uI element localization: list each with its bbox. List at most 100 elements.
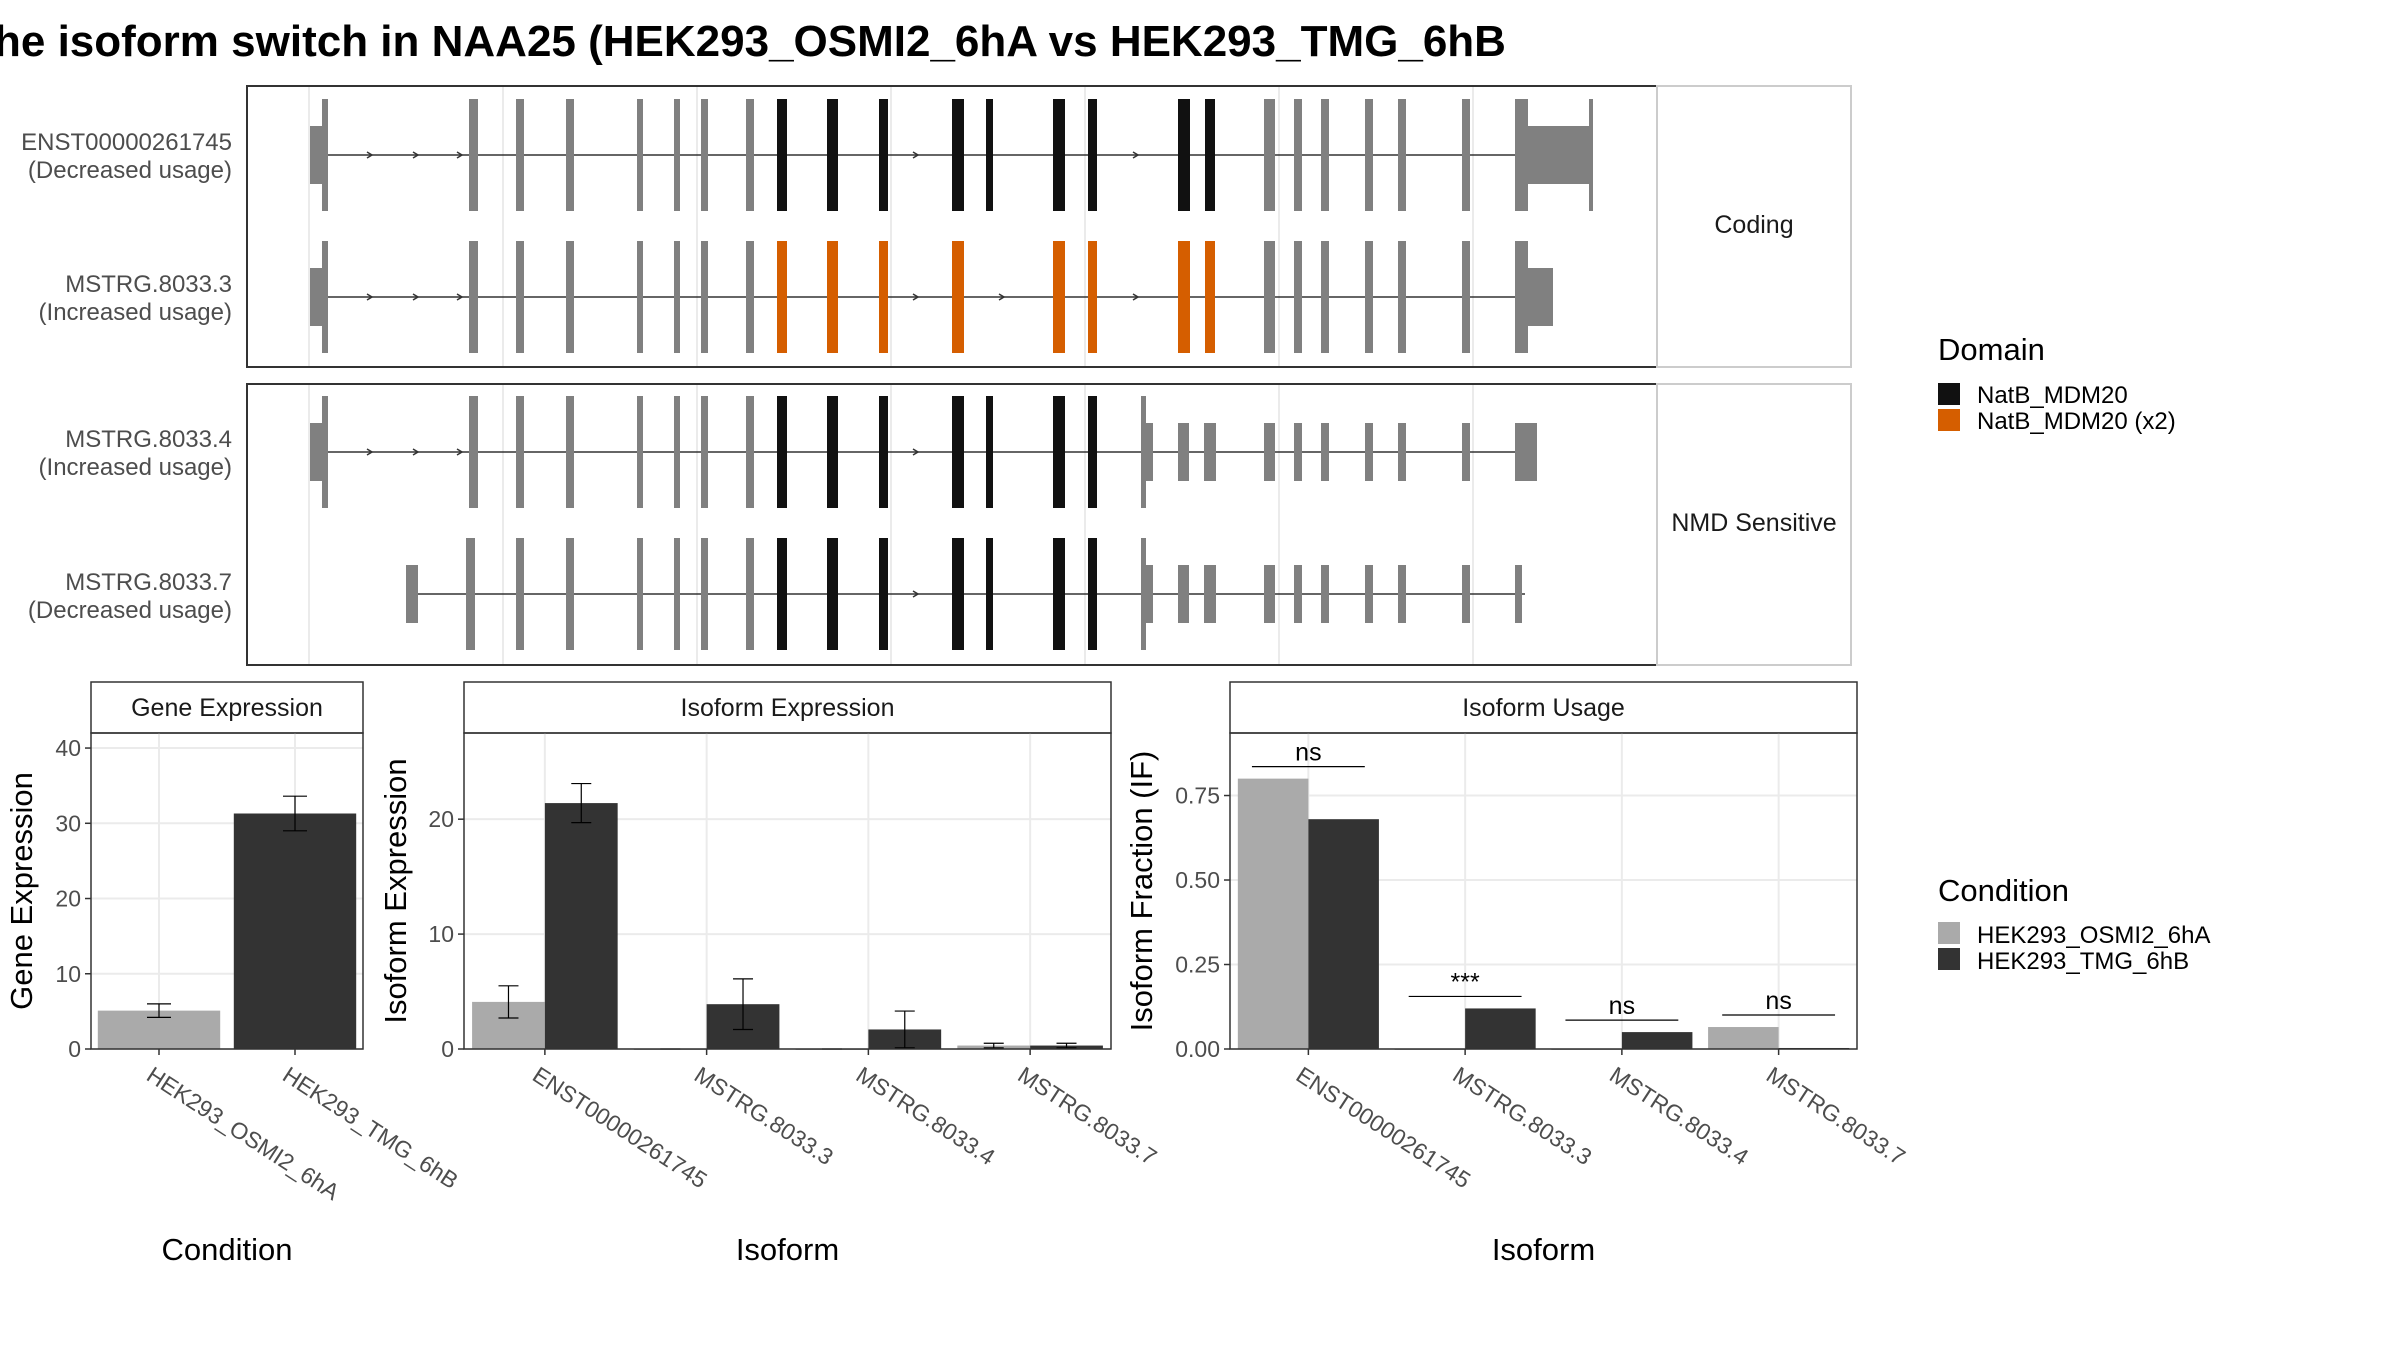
domain-legend-swatch-2 [1938,409,1960,431]
exon-block [674,396,680,508]
exon-block [1365,99,1373,211]
exon-block [1294,99,1302,211]
bar [1237,778,1309,1049]
domain-legend-swatch-1 [1938,383,1960,405]
exon-block [637,99,643,211]
intron-direction-arrow [366,151,374,159]
domain-exon-natb [1205,99,1215,211]
chart-frame [463,732,1112,1050]
utr-block [1294,423,1302,481]
chart-strip-label: Isoform Expression [681,694,895,722]
domain-exon-natb [777,99,787,211]
intron-direction-arrow [1132,151,1140,159]
domain-exon-natb-x2 [1088,241,1097,353]
exon-block [1264,99,1275,211]
exon-block [1462,241,1470,353]
utr-block [310,268,325,326]
condition-legend-swatch-1 [1938,922,1960,944]
domain-exon-natb [1053,538,1065,650]
domain-legend-title: Domain [1938,332,2045,367]
y-tick-label: 0.00 [1175,1036,1220,1062]
exon-block [1264,241,1275,353]
x-axis-label: Condition [162,1232,293,1267]
utr-block [1264,423,1275,481]
error-bar [894,1010,915,1049]
exon-block [1462,99,1470,211]
domain-exon-natb [952,99,964,211]
exon-block [469,396,478,508]
exon-block [1589,99,1593,211]
utr-block [1264,565,1275,623]
chart-strip-label: Gene Expression [131,694,323,722]
bar [1621,1032,1693,1049]
group-label-nmd: NMD Sensitive [1671,509,1836,537]
utr-block [1528,268,1553,326]
intron-direction-arrow [412,293,420,301]
x-axis-label: Isoform [736,1232,839,1267]
condition-legend: Condition HEK293_OSMI2_6hA HEK293_TMG_6h… [1938,873,2210,975]
intron-direction-arrow [912,590,920,598]
utr-block [1462,423,1470,481]
domain-exon-natb [1178,99,1190,211]
exon-block [1321,99,1329,211]
intron-direction-arrow [456,448,464,456]
utr-block [1365,423,1373,481]
x-axis-label: Isoform [1492,1232,1595,1267]
utr-block [1398,565,1406,623]
intron-direction-arrow [912,448,920,456]
transcript-id-2: MSTRG.8033.3 [65,271,232,298]
utr-block [1146,423,1153,481]
utr-block [1146,565,1153,623]
bar [1708,1027,1779,1049]
exon-block [701,396,708,508]
y-tick-label: 0.75 [1175,783,1220,809]
domain-exon-natb-x2 [952,241,964,353]
y-tick-label: 0 [441,1036,454,1062]
domain-exon-natb [879,99,888,211]
exon-block [746,396,754,508]
significance-label: ns [1295,739,1321,767]
domain-exon-natb [986,396,993,508]
bar [1308,819,1379,1049]
exon-block [566,396,574,508]
transcript-tracks [310,99,1593,650]
intron-direction-arrow [1132,293,1140,301]
exon-block [566,241,574,353]
transcript-usage-2: (Increased usage) [39,299,232,326]
transcript-id-1: ENST00000261745 [21,129,232,156]
domain-exon-natb [879,538,888,650]
exon-block [746,538,754,650]
intron-direction-arrow [998,293,1006,301]
transcript-usage-3: (Increased usage) [39,454,232,481]
transcript-usage-1: (Decreased usage) [28,157,232,184]
utr-block [1178,565,1189,623]
domain-exon-natb [827,99,838,211]
exon-block [466,538,475,650]
bar [544,803,618,1049]
exon-block [516,538,524,650]
utr-block [1178,423,1189,481]
utr-block [406,565,418,623]
chart-strip [90,681,364,734]
utr-block [1204,423,1216,481]
error-bar [733,978,754,1031]
y-tick-label: 20 [428,806,454,832]
error-bar [983,1042,1004,1049]
utr-block [1365,565,1373,623]
exon-block [516,396,524,508]
domain-exon-natb [1088,396,1097,508]
domain-exon-natb [1053,396,1065,508]
intron-direction-arrow [412,151,420,159]
exon-block [516,99,524,211]
exon-block [566,538,574,650]
error-bar [1056,1042,1077,1049]
domain-exon-natb [827,396,838,508]
exon-block [701,99,708,211]
exon-block [1141,396,1146,508]
utr-block [310,126,325,184]
utr-block [310,423,325,481]
nmd-strip [1656,383,1852,666]
exon-block [322,99,328,211]
y-tick-label: 10 [55,961,81,987]
y-tick-label: 0 [68,1036,81,1062]
